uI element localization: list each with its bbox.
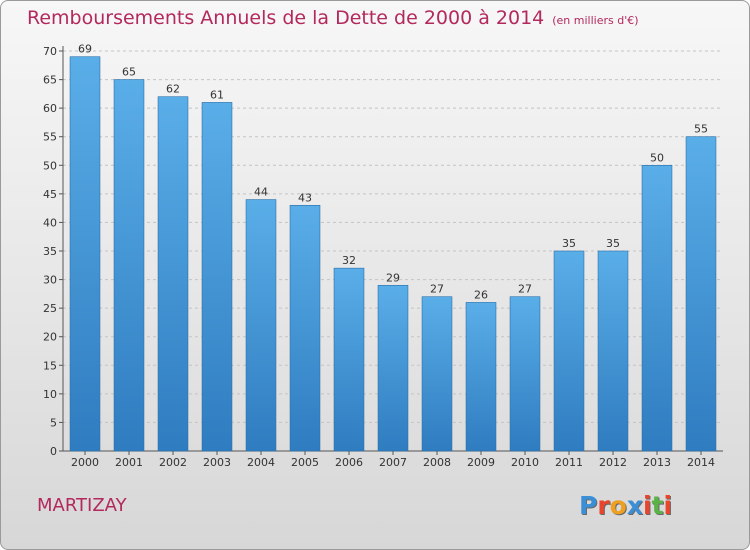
proxiti-logo[interactable]: Proxiti: [579, 491, 672, 520]
value-label-2010: 27: [518, 283, 532, 296]
bar-2014: [685, 136, 717, 452]
bar-2005: [289, 204, 321, 452]
y-tick-label: 70: [43, 45, 57, 58]
value-label-2011: 35: [562, 237, 576, 250]
y-tick-label: 45: [43, 188, 57, 201]
bar-2001: [113, 79, 145, 452]
y-tick-label: 55: [43, 131, 57, 144]
y-tick-label: 25: [43, 302, 57, 315]
bar-2000: [69, 56, 101, 452]
logo-letter: i: [663, 491, 673, 520]
y-tick-label: 35: [43, 245, 57, 258]
value-label-2013: 50: [650, 151, 664, 164]
y-tick-label: 20: [43, 331, 57, 344]
y-tick-label: 0: [50, 445, 57, 458]
x-tick-label-2002: 2002: [159, 456, 187, 469]
x-tick-label-2009: 2009: [467, 456, 495, 469]
town-name: MARTIZAY: [37, 495, 127, 516]
x-tick-label-2005: 2005: [291, 456, 319, 469]
bar-2011: [553, 250, 585, 452]
x-tick-label-2004: 2004: [247, 456, 275, 469]
bar-2003: [201, 102, 233, 452]
value-label-2012: 35: [606, 237, 620, 250]
logo-letter: t: [651, 491, 664, 520]
x-tick-label-2001: 2001: [115, 456, 143, 469]
x-tick-label-2008: 2008: [423, 456, 451, 469]
logo-letter: r: [597, 491, 610, 520]
bar-2010: [509, 296, 541, 452]
x-tick-label-2012: 2012: [599, 456, 627, 469]
logo-letter: o: [609, 491, 627, 520]
value-label-2009: 26: [474, 288, 488, 301]
logo-letter: P: [579, 491, 598, 520]
labels: 69 65 62 61 44 43 32 29 27 26 27 35 35 50 55: [78, 43, 708, 302]
value-label-2014: 55: [694, 123, 708, 136]
bars: [69, 56, 717, 452]
y-tick-label: 60: [43, 102, 57, 115]
value-label-2008: 27: [430, 283, 444, 296]
bar-2012: [597, 250, 629, 452]
value-label-2004: 44: [254, 186, 268, 199]
axes: 0 5 10 15 20 25 30 35 40 45 50 55 60 65 70 2000 2001 2002…: [43, 45, 723, 469]
y-tick-label: 10: [43, 388, 57, 401]
value-label-2006: 32: [342, 254, 356, 267]
logo-letter: x: [626, 491, 643, 520]
bar-2006: [333, 267, 365, 452]
y-tick-label: 30: [43, 274, 57, 287]
x-tick-label-2013: 2013: [643, 456, 671, 469]
chart-title: Remboursements Annuels de la Dette de 20…: [27, 7, 545, 29]
logo-letter: i: [643, 491, 652, 520]
y-tick-label: 5: [50, 416, 57, 429]
bar-2008: [421, 296, 453, 452]
y-tick-label: 50: [43, 159, 57, 172]
value-label-2002: 62: [166, 83, 180, 96]
chart-title-block: Remboursements Annuels de la Dette de 20…: [27, 7, 639, 29]
y-tick-label: 15: [43, 359, 57, 372]
bar-2007: [377, 284, 409, 452]
value-label-2003: 61: [210, 88, 224, 101]
bar-2009: [465, 302, 497, 452]
y-tick-label: 40: [43, 216, 57, 229]
x-tick-label-2014: 2014: [687, 456, 715, 469]
bar-2002: [157, 96, 189, 452]
y-tick-label: 65: [43, 74, 57, 87]
value-label-2001: 65: [122, 66, 136, 79]
value-label-2005: 43: [298, 191, 312, 204]
bar-2004: [245, 199, 277, 452]
x-tick-label-2011: 2011: [555, 456, 583, 469]
chart-subtitle: (en milliers d'€): [552, 14, 639, 27]
value-label-2000: 69: [78, 43, 92, 56]
x-tick-label-2003: 2003: [203, 456, 231, 469]
x-tick-label-2000: 2000: [71, 456, 99, 469]
x-tick-label-2006: 2006: [335, 456, 363, 469]
x-tick-label-2007: 2007: [379, 456, 407, 469]
bar-2013: [641, 164, 673, 452]
value-label-2007: 29: [386, 271, 400, 284]
x-tick-label-2010: 2010: [511, 456, 539, 469]
